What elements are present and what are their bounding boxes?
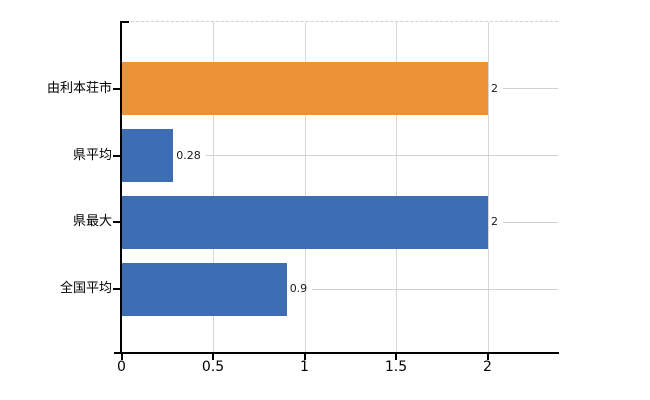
value-row: 0.9 (290, 281, 558, 297)
x-axis-tick (303, 354, 306, 360)
category-guide-line (205, 155, 558, 156)
y-axis-line (120, 22, 122, 354)
y-axis-tick (113, 221, 120, 224)
x-tick-label: 0.5 (201, 359, 225, 375)
category-guide-line (503, 88, 558, 90)
category-guide-line (503, 221, 558, 223)
plot-area: 由利本荘市 2 県平均 0.28 県最大 2 全国平均 0.9 (47, 22, 558, 352)
y-axis-tick (113, 87, 120, 90)
value-label: 2 (491, 215, 498, 229)
x-axis-tick (120, 354, 123, 360)
vertical-gridline (487, 22, 489, 352)
value-row: 2 (491, 81, 558, 97)
x-axis-tick (486, 354, 489, 360)
category-label: 全国平均 (59, 281, 112, 296)
x-axis-tick (212, 354, 214, 360)
bar (122, 129, 174, 182)
category-label: 由利本荘市 (46, 80, 112, 96)
category-label: 県最大 (72, 214, 112, 230)
plot-top-gridline (121, 21, 558, 22)
bar (122, 62, 488, 116)
value-label: 0.9 (289, 282, 308, 295)
value-label: 2 (491, 81, 498, 95)
y-axis-top-cap (120, 21, 129, 23)
x-tick-label: 1.5 (384, 359, 408, 375)
y-axis-tick (113, 154, 120, 157)
bar (122, 262, 287, 316)
category-guide-line (312, 288, 558, 290)
value-label: 0.28 (176, 148, 201, 162)
value-row: 0.28 (176, 148, 558, 164)
x-tick-label: 0 (117, 359, 126, 375)
x-tick-label: 1 (300, 359, 309, 375)
x-tick-label: 2 (483, 359, 492, 375)
category-label: 県平均 (72, 147, 112, 163)
bar (122, 195, 488, 249)
vertical-gridline (304, 22, 306, 352)
x-axis-line (114, 352, 559, 354)
value-row: 2 (491, 214, 558, 230)
vertical-gridline (213, 22, 214, 352)
y-axis-tick (113, 288, 120, 290)
x-axis-tick (395, 354, 397, 360)
vertical-gridline (396, 22, 397, 352)
